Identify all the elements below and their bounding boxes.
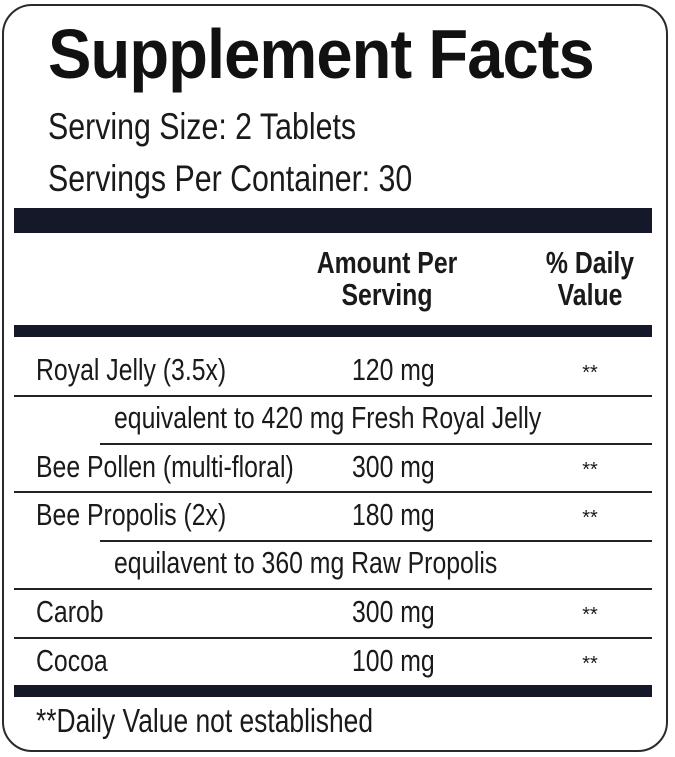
ingredient-note: equilavent to 360 mg Raw Propolis <box>114 545 498 580</box>
label-title: Supplement Facts <box>48 15 595 93</box>
header-amount: Amount Per Serving <box>307 247 467 311</box>
ingredient-amount: 300 mg <box>352 594 435 629</box>
ingredient-amount: 180 mg <box>352 497 435 532</box>
servings-per-container: Servings Per Container: 30 <box>48 158 413 199</box>
ingredient-amount: 120 mg <box>352 352 435 387</box>
label-frame <box>2 4 668 752</box>
header-amount-line1: Amount Per <box>316 245 458 280</box>
footnote: **Daily Value not established <box>36 702 374 739</box>
ingredient-amount: 300 mg <box>352 449 435 484</box>
ingredient-dv: ** <box>582 507 598 529</box>
ingredient-name: Bee Propolis (2x) <box>36 497 227 532</box>
ingredient-name: Carob <box>36 594 104 629</box>
ingredient-dv: ** <box>582 604 598 626</box>
ingredient-name: Bee Pollen (multi-floral) <box>36 449 294 484</box>
header-dv-line2: Value <box>557 277 623 312</box>
row-divider <box>14 491 652 493</box>
ingredient-dv: ** <box>582 459 598 481</box>
ingredient-dv: ** <box>582 362 598 384</box>
header-daily-value: % Daily Value <box>542 247 638 311</box>
ingredient-name: Cocoa <box>36 643 108 678</box>
row-divider <box>100 540 652 542</box>
serving-size: Serving Size: 2 Tablets <box>48 106 357 147</box>
ingredient-dv: ** <box>582 653 598 675</box>
row-divider <box>14 588 652 590</box>
ingredient-name: Royal Jelly (3.5x) <box>36 352 227 387</box>
row-divider <box>14 395 652 397</box>
medium-divider <box>14 325 652 337</box>
row-divider <box>100 443 652 445</box>
header-amount-line2: Serving <box>341 277 433 312</box>
ingredient-amount: 100 mg <box>352 643 435 678</box>
ingredient-note: equivalent to 420 mg Fresh Royal Jelly <box>114 400 542 435</box>
header-dv-line1: % Daily <box>545 245 635 280</box>
thick-divider <box>14 208 652 233</box>
row-divider <box>14 637 652 639</box>
bottom-divider <box>14 685 652 697</box>
